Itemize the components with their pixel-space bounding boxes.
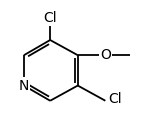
Text: Cl: Cl xyxy=(108,92,122,106)
Text: O: O xyxy=(100,48,111,62)
Text: N: N xyxy=(19,79,29,93)
Text: Cl: Cl xyxy=(43,11,57,25)
